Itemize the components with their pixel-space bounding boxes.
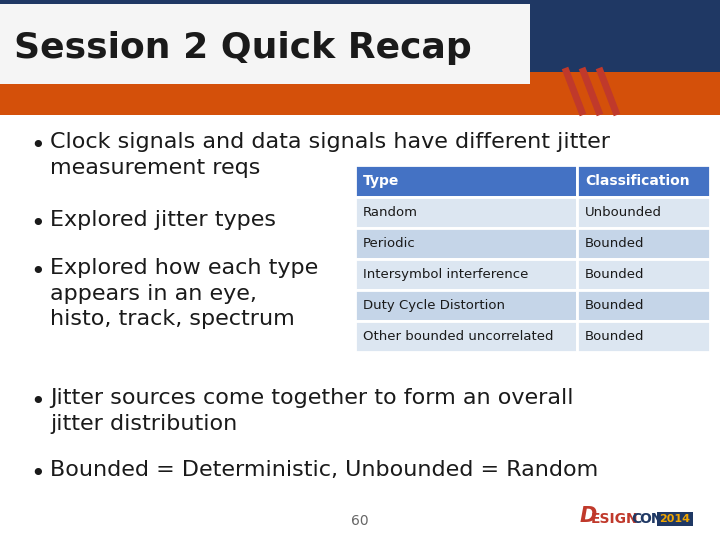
Text: •: • bbox=[30, 390, 45, 414]
Text: Periodic: Periodic bbox=[363, 237, 415, 250]
FancyBboxPatch shape bbox=[355, 228, 577, 259]
Text: Bounded: Bounded bbox=[585, 330, 644, 343]
FancyBboxPatch shape bbox=[577, 290, 710, 321]
Text: Explored jitter types: Explored jitter types bbox=[50, 210, 276, 230]
Text: Intersymbol interference: Intersymbol interference bbox=[363, 268, 528, 281]
FancyBboxPatch shape bbox=[355, 197, 577, 228]
FancyBboxPatch shape bbox=[577, 228, 710, 259]
FancyBboxPatch shape bbox=[577, 197, 710, 228]
Text: Bounded: Bounded bbox=[585, 299, 644, 312]
FancyBboxPatch shape bbox=[0, 0, 720, 115]
Text: Bounded = Deterministic, Unbounded = Random: Bounded = Deterministic, Unbounded = Ran… bbox=[50, 460, 598, 480]
Text: ON: ON bbox=[639, 512, 662, 526]
FancyBboxPatch shape bbox=[355, 165, 577, 197]
Text: C: C bbox=[631, 512, 642, 526]
FancyBboxPatch shape bbox=[577, 321, 710, 352]
Text: 60: 60 bbox=[351, 514, 369, 528]
Text: 2014: 2014 bbox=[659, 514, 690, 524]
Text: Duty Cycle Distortion: Duty Cycle Distortion bbox=[363, 299, 505, 312]
Text: Unbounded: Unbounded bbox=[585, 206, 662, 219]
FancyBboxPatch shape bbox=[355, 321, 577, 352]
Text: ESIGN: ESIGN bbox=[591, 512, 639, 526]
FancyBboxPatch shape bbox=[355, 290, 577, 321]
FancyBboxPatch shape bbox=[577, 259, 710, 290]
FancyBboxPatch shape bbox=[657, 512, 693, 526]
Text: •: • bbox=[30, 462, 45, 486]
Text: Explored how each type
appears in an eye,
histo, track, spectrum: Explored how each type appears in an eye… bbox=[50, 258, 318, 329]
FancyBboxPatch shape bbox=[355, 259, 577, 290]
Text: Session 2 Quick Recap: Session 2 Quick Recap bbox=[14, 31, 472, 65]
FancyBboxPatch shape bbox=[577, 165, 710, 197]
Text: Random: Random bbox=[363, 206, 418, 219]
Text: Type: Type bbox=[363, 174, 400, 188]
Text: Clock signals and data signals have different jitter
measurement reqs: Clock signals and data signals have diff… bbox=[50, 132, 610, 178]
Text: •: • bbox=[30, 212, 45, 236]
Text: Classification: Classification bbox=[585, 174, 690, 188]
Text: Other bounded uncorrelated: Other bounded uncorrelated bbox=[363, 330, 554, 343]
Text: D: D bbox=[580, 506, 598, 526]
Text: •: • bbox=[30, 134, 45, 158]
FancyBboxPatch shape bbox=[0, 4, 530, 84]
Text: Bounded: Bounded bbox=[585, 268, 644, 281]
Text: •: • bbox=[30, 260, 45, 284]
Text: Bounded: Bounded bbox=[585, 237, 644, 250]
Text: Jitter sources come together to form an overall
jitter distribution: Jitter sources come together to form an … bbox=[50, 388, 574, 434]
FancyBboxPatch shape bbox=[0, 72, 720, 115]
